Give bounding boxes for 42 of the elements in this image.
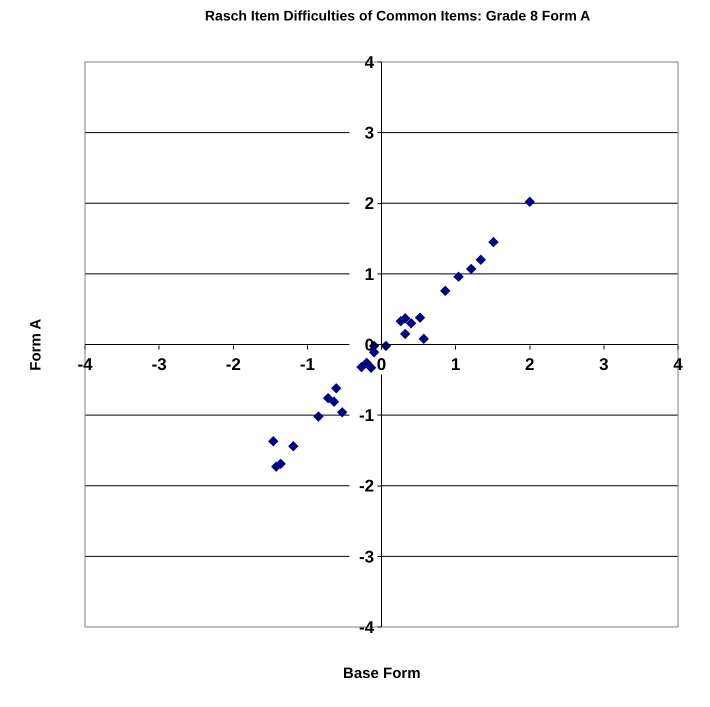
chart-title: Rasch Item Difficulties of Common Items: Grade 8 Form A (204, 7, 590, 24)
point (380, 340, 392, 352)
point (418, 334, 429, 344)
point (361, 358, 372, 368)
x-tick-label: -4 (77, 354, 94, 374)
y-axis-title: Form A (28, 318, 45, 371)
point (440, 286, 450, 296)
point (356, 362, 367, 372)
point (322, 392, 334, 404)
x-tick-label: -2 (226, 354, 241, 374)
y-tick-label: 4 (364, 52, 375, 72)
y-tick-label: 1 (364, 264, 374, 284)
x-axis-title: Base Form (343, 665, 421, 682)
x-tick-label: 3 (599, 354, 609, 374)
point (331, 383, 342, 394)
y-tick-label: -1 (358, 406, 374, 426)
y-tick-label: 2 (364, 194, 374, 214)
x-tick-label: -1 (300, 354, 315, 374)
point (414, 312, 426, 323)
point (476, 254, 486, 265)
y-tick-label: -3 (358, 547, 374, 566)
point (366, 362, 376, 374)
point (400, 313, 410, 324)
x-tick-label: -3 (152, 354, 167, 374)
x-tick-label: 2 (525, 354, 534, 374)
point (313, 411, 324, 422)
y-tick-label: -4 (358, 618, 375, 637)
point (337, 407, 348, 418)
point (466, 264, 476, 274)
x-tick-label: 1 (450, 354, 460, 374)
point (524, 196, 535, 208)
y-tick-label: -2 (358, 476, 374, 496)
point (400, 328, 410, 340)
y-tick-label: 3 (364, 124, 374, 143)
point (268, 436, 278, 446)
point (288, 441, 298, 452)
point (271, 461, 282, 472)
point (453, 272, 464, 282)
point (328, 396, 340, 407)
point (406, 318, 416, 329)
point (488, 236, 499, 248)
x-tick-label: 4 (673, 354, 684, 374)
